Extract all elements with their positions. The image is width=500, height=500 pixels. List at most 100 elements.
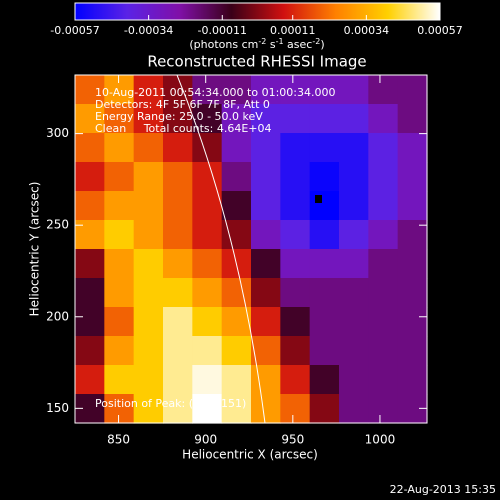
heatmap-cell <box>104 365 135 395</box>
heatmap-cell <box>397 75 428 105</box>
heatmap-cell <box>133 336 164 366</box>
x-axis-label: Heliocentric X (arcsec) <box>182 448 318 462</box>
heatmap-cell <box>75 220 105 250</box>
label-part: (photons cm <box>189 38 258 51</box>
heatmap-cell <box>251 365 281 395</box>
heatmap-cell <box>397 220 428 250</box>
marker <box>315 195 322 203</box>
heatmap-cell <box>133 75 164 105</box>
heatmap-cell <box>368 336 399 366</box>
x-tick-label: 850 <box>107 433 130 447</box>
colorbar-label: (photons cm-2 s-1 asec-2) <box>189 37 324 52</box>
heatmap-cell <box>251 220 281 250</box>
colorbar-tick-label: 0.00034 <box>344 24 390 37</box>
heatmap-cell <box>221 394 252 424</box>
heatmap-cell <box>133 104 164 134</box>
heatmap-cell <box>163 307 193 337</box>
heatmap-cell <box>221 278 252 308</box>
heatmap-cell <box>221 162 252 192</box>
x-tick-label: 1000 <box>365 433 396 447</box>
label-part: -2 <box>258 37 266 46</box>
colorbar-tick-label: -0.00034 <box>124 24 173 37</box>
label-part: ) <box>320 38 324 51</box>
heatmap-cell <box>280 75 311 105</box>
heatmap-cell <box>280 104 311 134</box>
heatmap-cell <box>339 220 369 250</box>
heatmap-cell <box>397 336 428 366</box>
y-tick-label: 150 <box>46 401 69 415</box>
heatmap-cell <box>397 307 428 337</box>
heatmap-cell <box>280 336 311 366</box>
heatmap-cell <box>309 220 340 250</box>
heatmap-cell <box>309 278 340 308</box>
heatmap-cell <box>221 336 252 366</box>
heatmap-cell <box>133 191 164 221</box>
heatmap-cell <box>75 365 105 395</box>
y-tick-label: 200 <box>46 309 69 323</box>
heatmap-cell <box>368 307 399 337</box>
solar-limb <box>176 75 266 423</box>
heatmap-cell <box>104 75 135 105</box>
heatmap-cell <box>397 133 428 163</box>
heatmap-cell <box>133 133 164 163</box>
heatmap-cell <box>368 365 399 395</box>
heatmap-cell <box>339 278 369 308</box>
heatmap-cell <box>397 278 428 308</box>
heatmap-cell <box>280 307 311 337</box>
heatmap-cell <box>309 75 340 105</box>
annotation: 10-Aug-2011 00:54:34.000 to 01:00:34.000 <box>95 86 336 99</box>
y-axis-label: Heliocentric Y (arcsec) <box>28 182 42 317</box>
heatmap-cell <box>309 336 340 366</box>
heatmap-cell <box>339 307 369 337</box>
heatmap-cell <box>221 75 252 105</box>
heatmap-cell <box>251 249 281 279</box>
heatmap-cell <box>163 75 193 105</box>
heatmap-cell <box>251 133 281 163</box>
y-tick-label: 250 <box>46 218 69 232</box>
heatmap-cell <box>221 191 252 221</box>
heatmap-cell <box>397 249 428 279</box>
label-part: asec <box>284 38 313 51</box>
x-tick-label: 950 <box>281 433 304 447</box>
colorbar <box>74 2 441 21</box>
heatmap-cell <box>192 220 223 250</box>
heatmap-cell <box>163 104 193 134</box>
heatmap-cell <box>133 220 164 250</box>
plot-frame <box>74 74 428 424</box>
heatmap-cell <box>75 75 105 105</box>
heatmap-cell <box>309 394 340 424</box>
colorbar-tick-label: 0.00011 <box>270 24 316 37</box>
peak-label: Position of Peak: (843, 151) <box>95 397 246 410</box>
heatmap-cell <box>339 162 369 192</box>
heatmap-cell <box>251 307 281 337</box>
heatmap-cell <box>368 104 399 134</box>
heatmap-cell <box>397 104 428 134</box>
heatmap-cell <box>104 336 135 366</box>
heatmap-cell <box>397 365 428 395</box>
heatmap-cell <box>251 394 281 424</box>
heatmap-cell <box>192 278 223 308</box>
y-tick-label: 300 <box>46 126 69 140</box>
annotation: Clean Total counts: 4.64E+04 <box>95 122 272 135</box>
heatmap-cell <box>309 365 340 395</box>
heatmap-cell <box>104 394 135 424</box>
colorbar-tick-label: -0.00011 <box>198 24 247 37</box>
heatmap-cell <box>163 394 193 424</box>
heatmap-cell <box>133 365 164 395</box>
heatmap-cell <box>192 394 223 424</box>
heatmap-cell <box>251 75 281 105</box>
heatmap-cell <box>192 336 223 366</box>
heatmap-cell <box>280 249 311 279</box>
heatmap-cell <box>339 104 369 134</box>
heatmap-cell <box>133 249 164 279</box>
heatmap-cell <box>163 278 193 308</box>
label-part: -2 <box>312 37 320 46</box>
heatmap-cell <box>163 249 193 279</box>
heatmap-cell <box>192 307 223 337</box>
heatmap-cell <box>133 162 164 192</box>
heatmap-cell <box>280 162 311 192</box>
heatmap-cell <box>104 191 135 221</box>
heatmap-cell <box>251 278 281 308</box>
heatmap-cell <box>280 365 311 395</box>
heatmap-cell <box>75 133 105 163</box>
